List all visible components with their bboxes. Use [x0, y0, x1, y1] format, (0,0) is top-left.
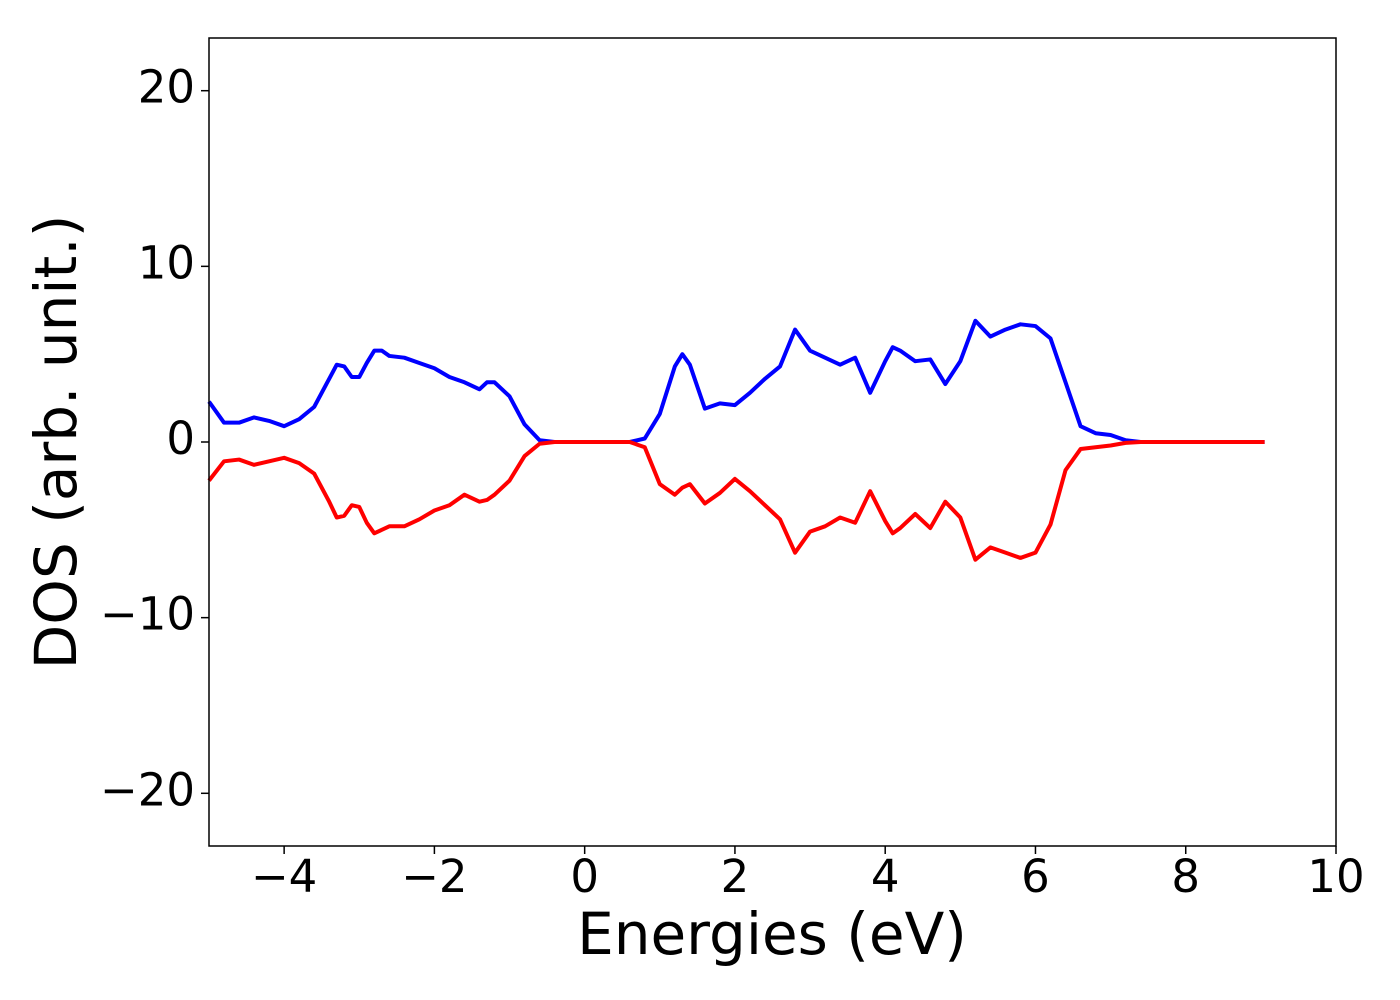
x-tick-label: −2 [401, 850, 467, 903]
plot-frame [208, 37, 1337, 847]
x-axis-label: Energies (eV) [577, 900, 967, 968]
x-tick-label: 2 [721, 850, 750, 903]
y-tick-label: −20 [100, 763, 195, 816]
y-axis-label: DOS (arb. unit.) [22, 215, 90, 670]
x-tick-label: 10 [1307, 850, 1364, 903]
y-tick-label: 10 [138, 236, 195, 289]
data-line [207, 318, 1265, 444]
y-tick-label: −10 [100, 588, 195, 641]
x-tick-label: 4 [871, 850, 900, 903]
x-tick-label: 8 [1171, 850, 1200, 903]
x-tick-label: −4 [251, 850, 317, 903]
x-tick-label: 0 [570, 850, 599, 903]
y-tick-label: 0 [166, 412, 195, 465]
data-line [207, 440, 1265, 562]
y-tick-label: 20 [138, 61, 195, 114]
x-tick-label: 6 [1021, 850, 1050, 903]
